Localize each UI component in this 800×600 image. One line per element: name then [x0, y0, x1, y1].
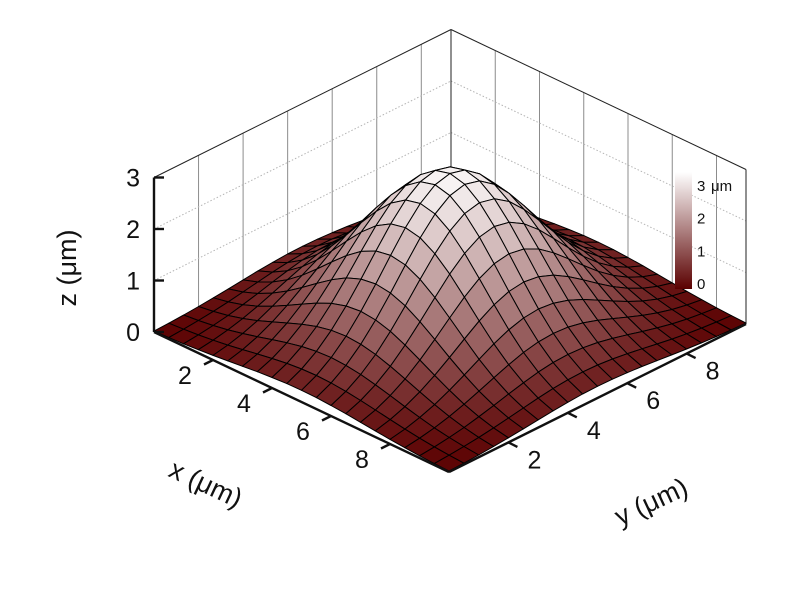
colorbar-gradient [675, 172, 692, 289]
z-tick-label: 2 [126, 216, 140, 244]
right-wall-top-edge [450, 29, 747, 170]
x-tick [380, 442, 391, 450]
surface-mesh [153, 166, 747, 472]
colorbar-tick-label: 3 [697, 178, 705, 195]
x-tick [262, 386, 273, 394]
x-tick-label: 4 [237, 390, 251, 418]
y-tick-label: 2 [527, 446, 541, 474]
y-tick-label: 6 [646, 387, 660, 415]
x-tick [203, 358, 214, 366]
x-tick [321, 414, 332, 422]
z-tick-label: 3 [126, 165, 140, 193]
x-axis-line [153, 330, 450, 474]
z-tick-label: 1 [126, 268, 140, 296]
left-wall-z-gridline [153, 80, 452, 230]
left-wall-z-gridline [153, 132, 452, 281]
z-axis-title: z (μm) [52, 229, 82, 306]
colorbar-tick-label: 2 [697, 211, 705, 228]
left-wall-top-edge [153, 29, 452, 178]
back-walls [153, 29, 747, 332]
y-tick [567, 411, 578, 419]
y-tick [507, 441, 518, 448]
y-tick-label: 8 [706, 358, 720, 386]
axes [152, 176, 747, 474]
x-tick-label: 6 [296, 418, 310, 446]
colorbar-tick-label: 1 [697, 243, 705, 260]
y-tick [686, 352, 697, 360]
y-axis-title: y (μm) [610, 472, 693, 532]
x-tick-label: 8 [355, 446, 369, 474]
z-tick-label: 0 [126, 319, 140, 347]
x-tick-label: 2 [178, 362, 192, 390]
y-axis-line [448, 322, 747, 474]
colorbar-tick-label: 0 [697, 276, 705, 293]
colorbar: 0 1 2 3 μm [675, 172, 732, 293]
colorbar-unit: μm [711, 178, 732, 195]
y-tick-label: 4 [587, 417, 601, 445]
y-tick [626, 382, 637, 389]
x-axis-title: x (μm) [165, 454, 248, 514]
